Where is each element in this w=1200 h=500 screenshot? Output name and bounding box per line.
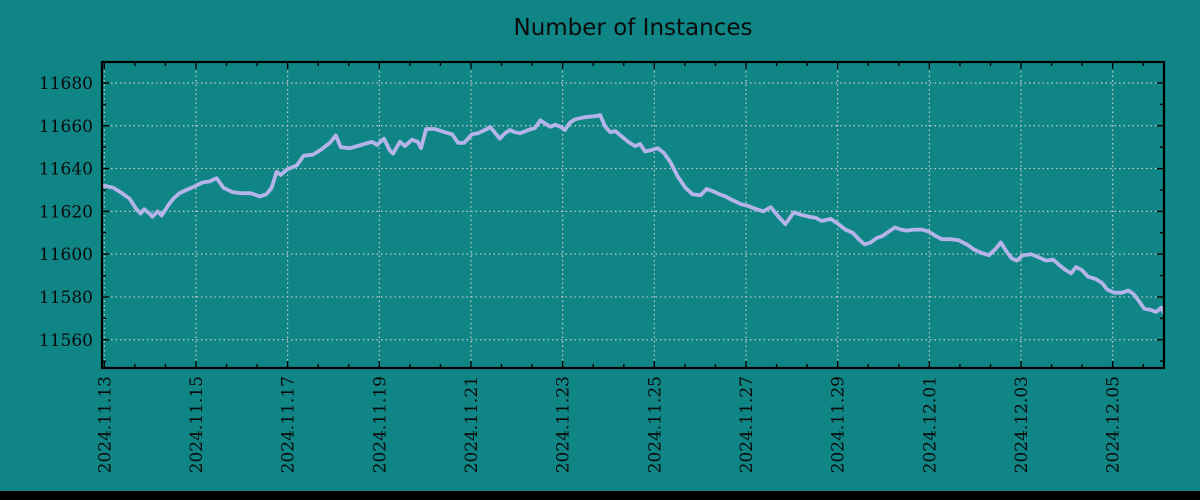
y-tick-label: 11580 xyxy=(39,288,93,308)
y-tick-label: 11620 xyxy=(39,202,93,222)
gridlines xyxy=(102,62,1164,368)
x-tick-label: 2024.11.27 xyxy=(737,376,757,473)
y-tick-label: 11600 xyxy=(39,245,93,265)
y-tick-label: 11560 xyxy=(39,331,93,351)
plot-border xyxy=(100,60,1166,370)
axis-ticks xyxy=(102,62,1164,368)
x-tick-label: 2024.11.15 xyxy=(187,376,207,473)
chart-title: Number of Instances xyxy=(513,15,753,41)
x-tick-label: 2024.11.13 xyxy=(95,376,115,473)
x-tick-label: 2024.11.25 xyxy=(645,376,665,473)
bottom-bar xyxy=(0,491,1200,500)
x-tick-label: 2024.11.29 xyxy=(829,376,849,473)
y-tick-label: 11680 xyxy=(39,74,93,94)
tick-labels: 11560 11580 11600 11620 11640 11660 11680 2024.… xyxy=(39,74,1124,473)
x-tick-label: 2024.12.05 xyxy=(1104,376,1124,473)
x-tick-label: 2024.11.17 xyxy=(279,376,299,473)
x-tick-label: 2024.12.01 xyxy=(920,376,940,473)
y-tick-label: 11660 xyxy=(39,117,93,137)
x-tick-label: 2024.11.21 xyxy=(462,376,482,473)
x-tick-label: 2024.11.23 xyxy=(554,376,574,473)
x-tick-label: 2024.12.03 xyxy=(1012,376,1032,473)
data-line-instances xyxy=(102,113,1164,315)
x-tick-label: 2024.11.19 xyxy=(370,376,390,473)
y-tick-label: 11640 xyxy=(39,160,93,180)
